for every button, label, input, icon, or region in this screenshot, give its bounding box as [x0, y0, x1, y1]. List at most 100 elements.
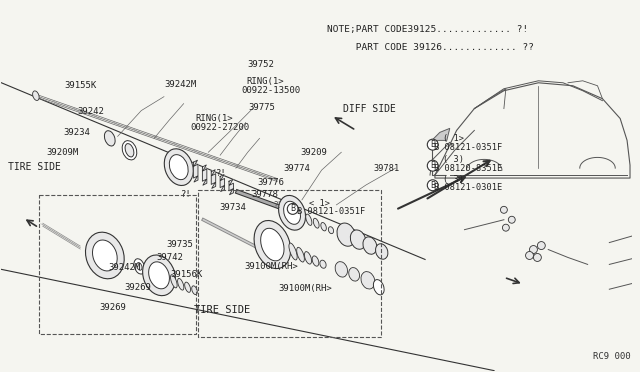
Text: TIRE SIDE: TIRE SIDE [8, 162, 61, 172]
Text: 39156K: 39156K [170, 270, 203, 279]
Ellipse shape [122, 141, 137, 160]
Text: < 1>: < 1> [309, 199, 330, 208]
Polygon shape [432, 128, 450, 140]
Circle shape [428, 180, 438, 191]
Circle shape [538, 241, 545, 250]
Ellipse shape [86, 232, 124, 279]
Circle shape [508, 216, 515, 223]
Ellipse shape [289, 243, 297, 260]
Ellipse shape [148, 262, 170, 289]
Circle shape [287, 203, 298, 214]
Polygon shape [229, 179, 234, 195]
Circle shape [428, 139, 438, 150]
Polygon shape [202, 165, 207, 185]
Text: ( 1>: ( 1> [443, 134, 464, 143]
Text: 39209: 39209 [300, 148, 327, 157]
Text: 39735: 39735 [166, 240, 193, 249]
Text: 39781: 39781 [374, 164, 400, 173]
Text: ?!: ?! [216, 169, 227, 177]
Ellipse shape [170, 155, 188, 180]
Text: NOTE;PART CODE39125............. ?!: NOTE;PART CODE39125............. ?! [326, 25, 528, 34]
Text: RING(1>: RING(1> [246, 77, 284, 86]
Ellipse shape [104, 131, 115, 146]
Circle shape [428, 160, 438, 171]
Text: 39269: 39269 [99, 303, 126, 312]
Text: ?!: ?! [273, 201, 281, 210]
Ellipse shape [312, 256, 319, 266]
Ellipse shape [284, 201, 301, 224]
Ellipse shape [278, 195, 305, 230]
Text: 39209M: 39209M [47, 148, 79, 157]
Ellipse shape [297, 247, 305, 262]
Ellipse shape [363, 237, 377, 254]
Ellipse shape [185, 282, 191, 292]
Text: ( 3): ( 3) [443, 175, 464, 184]
Circle shape [529, 246, 538, 253]
Text: 39100M(RH>: 39100M(RH> [244, 262, 298, 271]
Text: 39234: 39234 [63, 128, 90, 137]
Ellipse shape [177, 278, 184, 290]
Polygon shape [220, 174, 225, 192]
Ellipse shape [170, 275, 177, 288]
Ellipse shape [260, 228, 284, 261]
Ellipse shape [134, 259, 145, 274]
Text: B 08120-8351E: B 08120-8351E [434, 164, 502, 173]
Text: PART CODE 39126............. ??: PART CODE 39126............. ?? [326, 42, 534, 52]
Text: RC9 000: RC9 000 [593, 352, 630, 361]
Ellipse shape [335, 262, 348, 277]
Circle shape [500, 206, 508, 213]
Text: B: B [290, 204, 295, 214]
Text: 39774: 39774 [284, 164, 310, 173]
Ellipse shape [254, 221, 291, 269]
Text: B 08121-0351F: B 08121-0351F [296, 207, 365, 217]
Polygon shape [193, 160, 198, 182]
Text: 39269: 39269 [124, 283, 151, 292]
Ellipse shape [143, 255, 175, 296]
Ellipse shape [33, 91, 39, 100]
Ellipse shape [373, 280, 384, 295]
Circle shape [525, 251, 534, 259]
Circle shape [534, 253, 541, 262]
Text: 39100M(RH>: 39100M(RH> [279, 284, 333, 293]
Ellipse shape [125, 144, 134, 157]
Text: RING(1>: RING(1> [196, 114, 233, 123]
Text: 39242: 39242 [77, 107, 104, 116]
Ellipse shape [192, 286, 197, 295]
Text: 39778: 39778 [251, 190, 278, 199]
Ellipse shape [376, 244, 388, 259]
Ellipse shape [305, 251, 312, 264]
Ellipse shape [306, 214, 312, 225]
Ellipse shape [349, 267, 360, 281]
Text: 39155K: 39155K [65, 81, 97, 90]
Text: B: B [430, 181, 435, 190]
Ellipse shape [328, 227, 333, 234]
Text: B 08121-0301E: B 08121-0301E [434, 183, 502, 192]
Ellipse shape [164, 149, 193, 186]
Text: DIFF SIDE: DIFF SIDE [343, 104, 396, 114]
Ellipse shape [320, 260, 326, 268]
Text: 39742: 39742 [156, 253, 183, 263]
Text: B 08121-0351F: B 08121-0351F [434, 143, 502, 152]
Polygon shape [211, 170, 216, 188]
Text: 39734: 39734 [220, 203, 246, 212]
Ellipse shape [361, 272, 375, 289]
Ellipse shape [321, 222, 326, 231]
Text: 39242M: 39242M [164, 80, 196, 89]
Text: 39752: 39752 [247, 60, 274, 69]
Text: 00922-27200: 00922-27200 [191, 123, 250, 132]
Text: B: B [430, 140, 435, 149]
Ellipse shape [93, 240, 117, 271]
Bar [198, 190, 381, 337]
Text: B: B [430, 161, 435, 170]
Text: 39776: 39776 [257, 178, 284, 187]
Circle shape [502, 224, 509, 231]
Text: ( 3): ( 3) [443, 155, 464, 164]
Ellipse shape [350, 230, 366, 249]
Text: TIRE SIDE: TIRE SIDE [194, 305, 250, 315]
Ellipse shape [137, 263, 142, 270]
Ellipse shape [337, 223, 355, 246]
Text: ?!: ?! [181, 190, 192, 199]
Text: 39775: 39775 [248, 103, 275, 112]
Text: 39242M: 39242M [109, 263, 141, 272]
Text: 00922-13500: 00922-13500 [241, 86, 300, 94]
